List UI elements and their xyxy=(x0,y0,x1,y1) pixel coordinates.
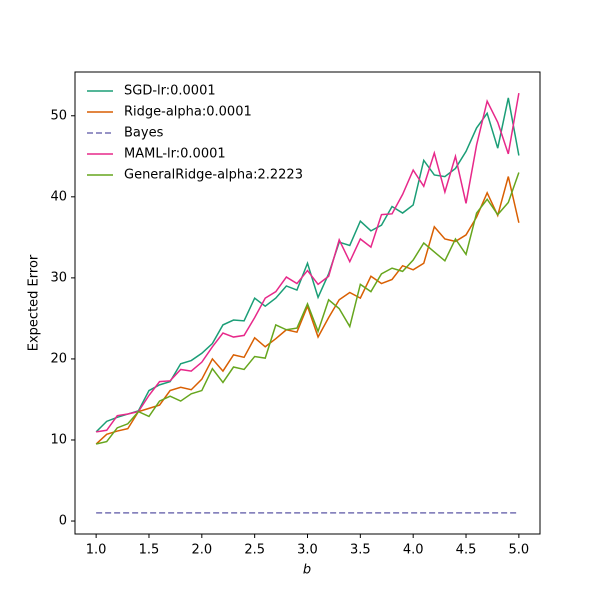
y-tick-label: 30 xyxy=(50,270,67,285)
plot-frame xyxy=(74,71,541,535)
x-tick-label: 2.0 xyxy=(191,543,212,558)
legend-label: SGD-lr:0.0001 xyxy=(124,84,216,99)
legend-label: MAML-lr:0.0001 xyxy=(124,147,226,162)
x-tick-label: 3.0 xyxy=(297,543,318,558)
y-tick-label: 40 xyxy=(50,189,67,204)
x-tick-label: 2.5 xyxy=(244,543,265,558)
legend-label: GeneralRidge-alpha:2.2223 xyxy=(124,168,303,183)
x-tick-label: 4.0 xyxy=(403,543,424,558)
series-line xyxy=(95,176,520,445)
series-line xyxy=(95,97,520,433)
series-line xyxy=(95,172,520,445)
x-tick-label: 5.0 xyxy=(509,543,530,558)
x-tick-label: 1.5 xyxy=(139,543,160,558)
x-tick-label: 3.5 xyxy=(350,543,371,558)
legend-label: Ridge-alpha:0.0001 xyxy=(124,105,252,120)
y-tick-label: 0 xyxy=(59,514,67,529)
y-axis-label: Expected Error xyxy=(27,254,42,351)
x-axis-label: b xyxy=(303,563,311,578)
y-tick-label: 50 xyxy=(50,108,67,123)
legend-label: Bayes xyxy=(124,126,164,141)
series-line xyxy=(96,92,520,433)
x-tick-label: 4.5 xyxy=(456,543,477,558)
y-tick-label: 20 xyxy=(50,351,67,366)
y-tick-label: 10 xyxy=(50,432,67,447)
x-tick-label: 1.0 xyxy=(86,543,107,558)
